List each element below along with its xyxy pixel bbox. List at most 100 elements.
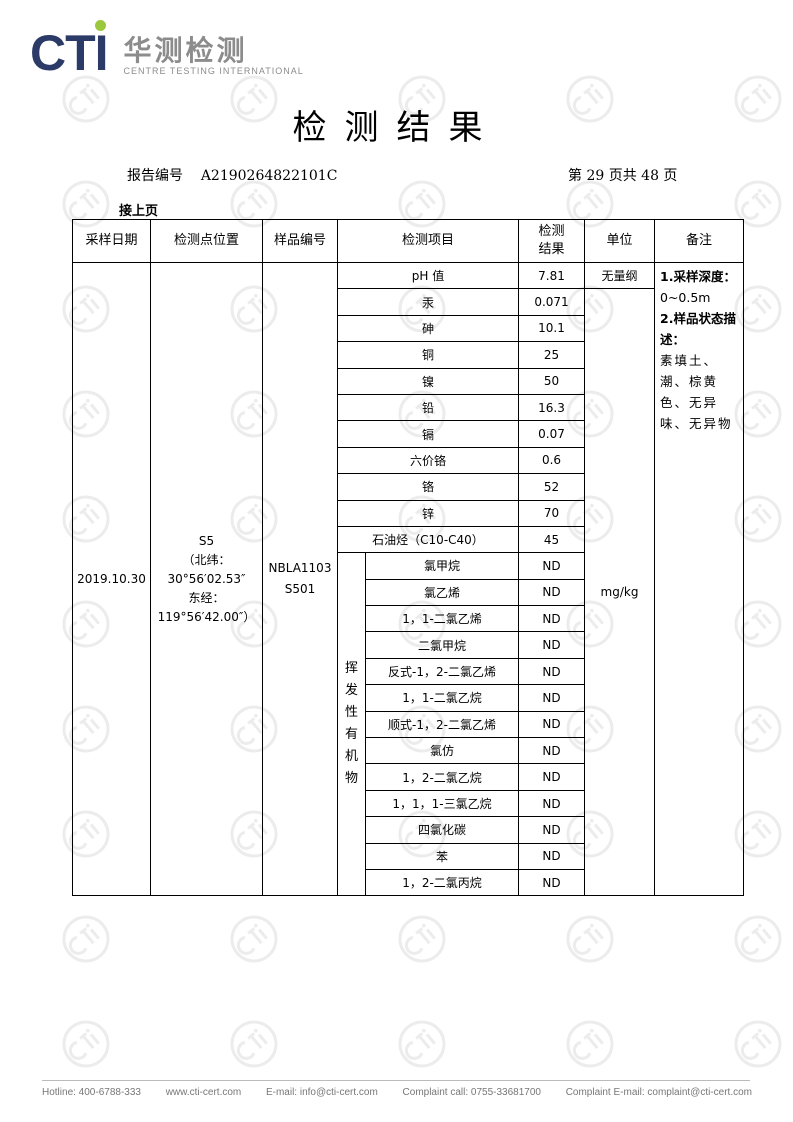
test-item: 1，2-二氯乙烷 xyxy=(365,763,519,791)
results-table: 采样日期 检测点位置 样品编号 检测项目 检测结果 单位 备注 2019.10.… xyxy=(72,219,744,897)
test-item: 铬 xyxy=(337,473,519,501)
test-result: 52 xyxy=(518,473,585,501)
voc-category: 挥发性有机物 xyxy=(337,552,366,897)
continued-label: 接上页 xyxy=(119,204,159,219)
remarks-state-heading: 2.样品状态描述： xyxy=(660,311,736,347)
line: S5 xyxy=(198,533,215,548)
test-item: 二氯甲烷 xyxy=(365,631,519,659)
test-result: 0.6 xyxy=(518,446,585,475)
test-result: ND xyxy=(518,631,585,659)
test-result: ND xyxy=(518,710,585,739)
logo-brand: CTI xyxy=(30,25,109,81)
test-item: pH 值 xyxy=(337,261,519,290)
table-row: 挥发性有机物氯甲烷 ND xyxy=(73,552,744,897)
header-location: 检测点位置 xyxy=(150,219,263,263)
test-result: ND xyxy=(518,737,585,765)
test-item: 铅 xyxy=(337,393,519,422)
test-result: 16.3 xyxy=(518,393,585,422)
test-item: 氯仿 xyxy=(365,737,519,765)
cti-watermark-icon xyxy=(566,915,614,963)
location-cell: S5 （北纬： 30°56′02.53″ 东经： 119°56′42.00″） xyxy=(150,261,263,897)
cti-watermark-icon xyxy=(230,1020,278,1068)
header-date: 采样日期 xyxy=(72,219,151,263)
voc-category-char: 机 xyxy=(344,749,358,765)
test-item: 氯甲烷 xyxy=(365,552,519,580)
line: 30°56′02.53″ xyxy=(167,571,246,586)
header-result-label: 检测结果 xyxy=(538,224,565,257)
test-result: ND xyxy=(518,657,585,686)
line: （北纬： xyxy=(182,552,231,567)
header-item: 检测项目 xyxy=(337,219,519,263)
test-item: 汞 xyxy=(337,288,519,316)
remarks-state: 素填土、潮、棕黄色、无异味、无异物 xyxy=(660,353,733,431)
test-item: 六价铬 xyxy=(337,446,519,475)
test-item: 铜 xyxy=(337,341,519,369)
test-item: 顺式-1，2-二氯乙烯 xyxy=(365,710,519,739)
voc-category-char: 有 xyxy=(344,727,358,743)
page-title: 检测结果 xyxy=(292,108,501,148)
remarks-depth: 0~0.5m xyxy=(660,290,711,305)
test-result: 0.07 xyxy=(518,420,585,448)
test-result: ND xyxy=(518,763,585,791)
page-info: 第 29 页共 48 页 xyxy=(568,168,678,184)
test-result: ND xyxy=(518,842,585,870)
test-item: 1，2-二氯丙烷 xyxy=(365,868,519,897)
cti-watermark-icon xyxy=(230,915,278,963)
test-item: 苯 xyxy=(365,842,519,870)
report-number: 报告编号 A2190264822101C xyxy=(127,165,337,185)
test-result: ND xyxy=(518,552,585,580)
test-result: ND xyxy=(518,605,585,633)
line: NBLA1103 xyxy=(268,561,332,576)
test-item: 四氯化碳 xyxy=(365,816,519,844)
report-number-label: 报告编号 xyxy=(127,168,183,184)
line: 119°56′42.00″） xyxy=(157,609,256,624)
test-result: 25 xyxy=(518,341,585,369)
logo-name-en: CENTRE TESTING INTERNATIONAL xyxy=(123,66,304,76)
test-result: 10.1 xyxy=(518,314,585,343)
test-item: 1，1-二氯乙烯 xyxy=(365,605,519,633)
test-item: 1，1，1-三氯乙烷 xyxy=(365,789,519,818)
logo-dot xyxy=(94,20,106,31)
voc-category-char: 性 xyxy=(344,705,358,721)
unit-mgkg: mg/kg xyxy=(584,288,655,897)
voc-category-char: 挥 xyxy=(344,661,358,677)
test-item: 砷 xyxy=(337,314,519,343)
table-header-row: 采样日期 检测点位置 样品编号 检测项目 检测结果 单位 备注 xyxy=(72,219,744,263)
voc-category-char: 发 xyxy=(344,683,358,699)
test-result: 50 xyxy=(518,367,585,395)
sample-number: NBLA1103 S501 xyxy=(262,261,338,897)
header-result: 检测结果 xyxy=(518,219,585,263)
table-row: 1，1-二氯乙烷 ND xyxy=(73,684,744,712)
voc-category-char: 物 xyxy=(344,771,358,787)
test-item: 石油烃（C10-C40） xyxy=(337,525,519,554)
test-result: 70 xyxy=(518,499,585,527)
footer: Hotline: 400-6788-333 www.cti-cert.com E… xyxy=(42,1087,752,1098)
footer-website: www.cti-cert.com xyxy=(165,1087,242,1098)
report-number-value: A2190264822101C xyxy=(200,168,338,184)
table-row: 2019.10.30 S5 （北纬： 30°56′02.53″ 东经： 119°56′42… xyxy=(72,261,744,897)
cti-watermark-icon xyxy=(734,1020,782,1068)
test-item: 1，1-二氯乙烷 xyxy=(365,684,519,712)
test-item: 锌 xyxy=(337,499,519,527)
test-result: ND xyxy=(518,578,585,607)
cti-watermark-icon xyxy=(62,915,110,963)
table-row: 六价铬 0.6 xyxy=(73,446,744,475)
table-row: 1，2-二氯丙烷 ND xyxy=(73,868,744,897)
test-result: 45 xyxy=(518,525,585,554)
header-remarks: 备注 xyxy=(654,219,744,263)
test-result: ND xyxy=(518,816,585,844)
test-item: 氯乙烯 xyxy=(365,578,519,607)
cti-watermark-icon xyxy=(398,915,446,963)
table-row: 1，2-二氯乙烷 ND xyxy=(73,763,744,791)
line: S501 xyxy=(284,582,316,597)
footer-complaint-call: Complaint call: 0755-33681700 xyxy=(402,1087,541,1098)
cti-logo: CTI 华测检测 CENTRE TESTING INTERNATIONAL xyxy=(30,20,304,81)
cti-watermark-icon xyxy=(566,1020,614,1068)
test-result: 0.071 xyxy=(518,288,585,316)
footer-hotline: Hotline: 400-6788-333 xyxy=(42,1087,141,1098)
header-sample-no: 样品编号 xyxy=(262,219,338,263)
footer-divider xyxy=(42,1080,750,1081)
sampling-date: 2019.10.30 xyxy=(72,261,151,897)
test-item: 镉 xyxy=(337,420,519,448)
cti-watermark-icon xyxy=(62,1020,110,1068)
